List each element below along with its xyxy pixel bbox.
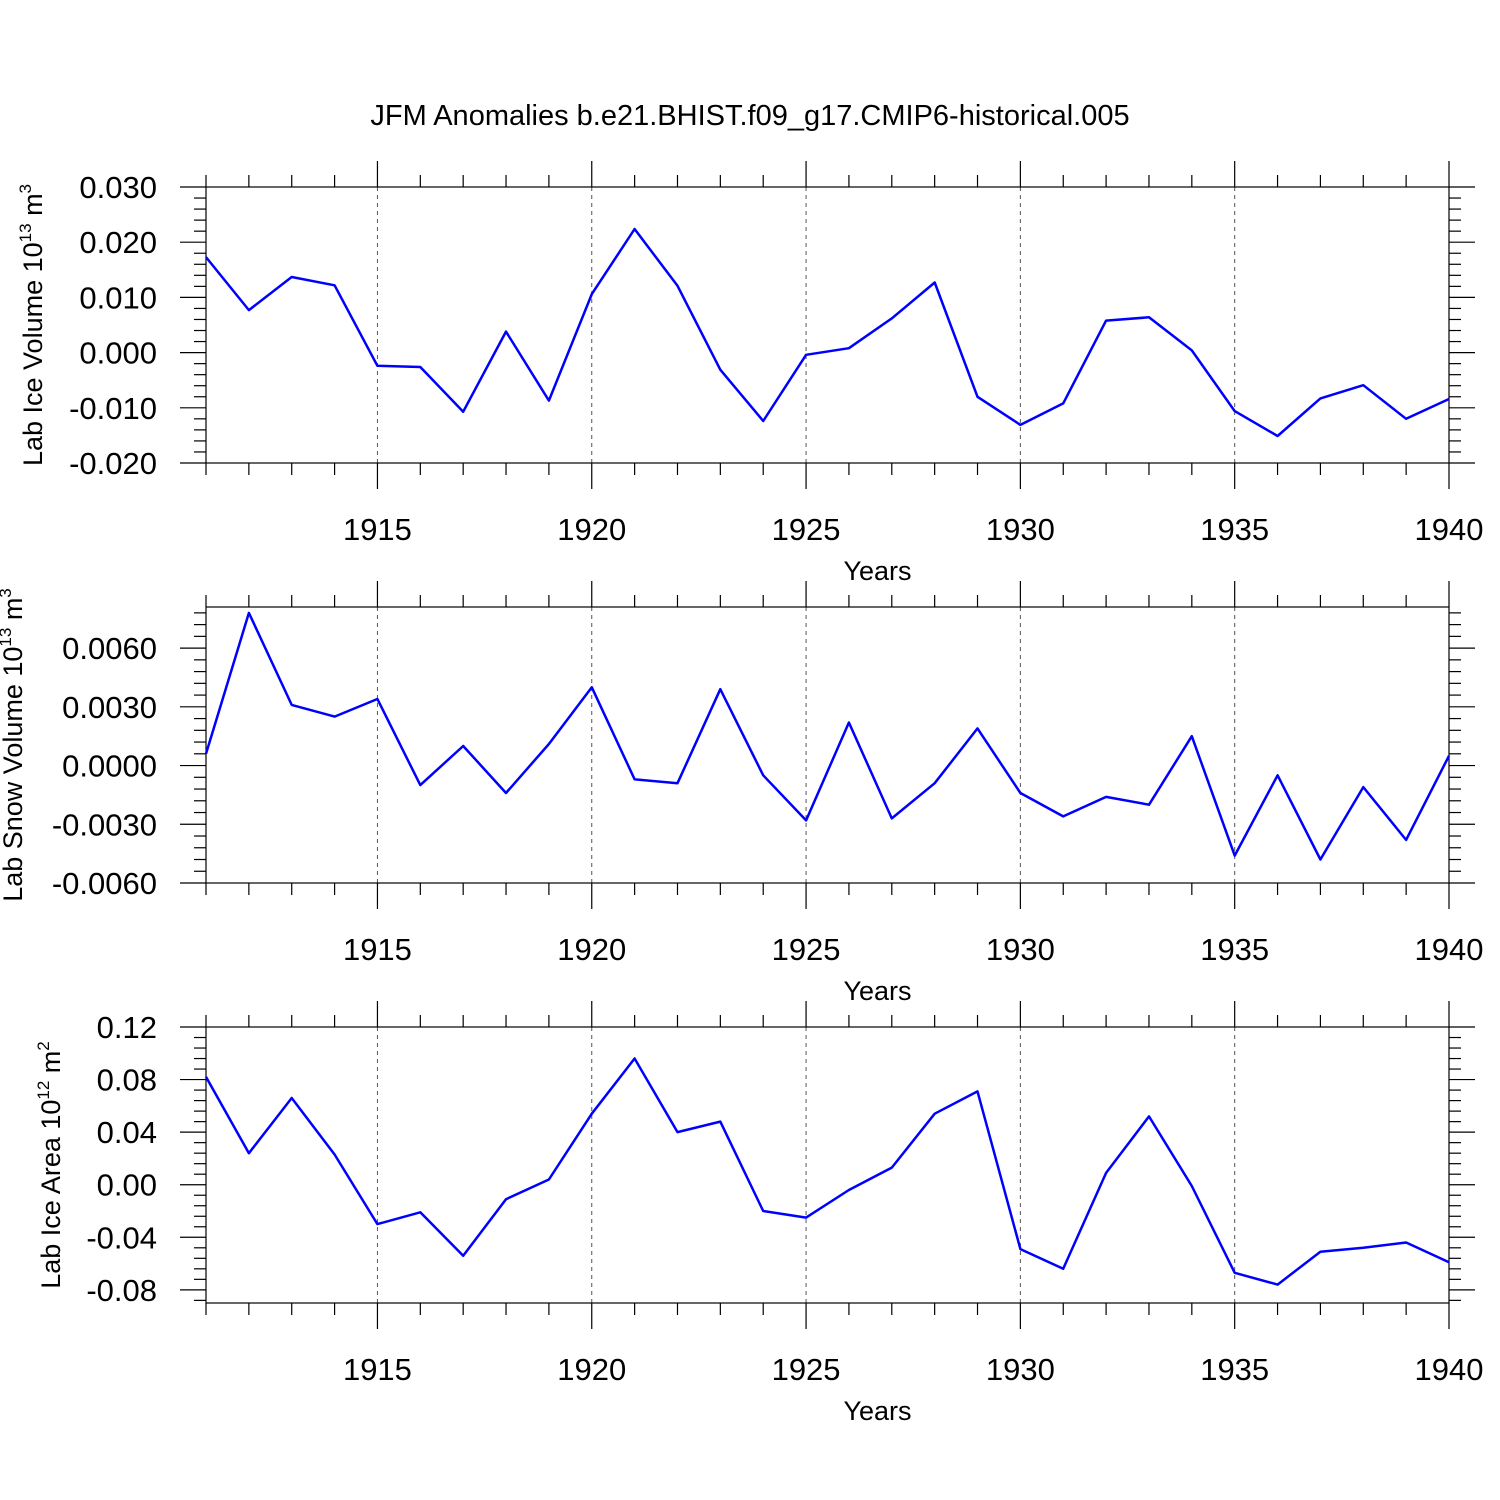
x-tick-label: 1915 [343,512,412,547]
x-tick-label: 1935 [1200,932,1269,967]
y-tick-label: 0.08 [97,1063,157,1098]
y-tick-label: 0.12 [97,1010,157,1045]
chart-panel-2: 1915 1920 1925 1930 1935 1940 Years -0.0060 -0.0… [0,581,1483,1006]
x-tick-label: 1940 [1415,512,1484,547]
y-tick-label: 0.00 [97,1168,157,1203]
y-axis-label: Lab Snow Volume 1013 m3 [0,588,28,902]
series-line [204,611,1451,861]
y-axis-label-part: m [0,598,28,628]
y-tick-label: 0.0030 [62,690,157,725]
y-axis-label-part: Lab Snow Volume 10 [0,647,28,902]
y-tick-label: -0.0060 [52,866,157,901]
series-line [204,1057,1450,1286]
y-tick-label: -0.020 [69,446,157,481]
y-axis-label: Lab Ice Area 1012 m2 [34,1041,66,1289]
x-tick-label: 1920 [557,512,626,547]
x-tick-label: 1930 [986,512,1055,547]
x-axis-label: Years [843,1396,911,1426]
x-axis-label: Years [843,556,911,586]
y-axis-label-superscript: 13 [16,223,35,242]
panels: 1915 1920 1925 1930 1935 1940 Years -0.020 -0.01… [0,161,1483,1426]
y-tick-label: 0.000 [79,336,157,371]
y-axis-label-part: Lab Ice Volume 10 [18,242,48,466]
y-axis-label-superscript: 12 [34,1081,53,1100]
y-axis-label-superscript: 13 [0,628,15,647]
x-tick-label: 1935 [1200,1352,1269,1387]
chart-panel-1: 1915 1920 1925 1930 1935 1940 Years -0.020 -0.01… [16,161,1483,586]
y-tick-label: 0.030 [79,170,157,205]
x-tick-label: 1920 [557,1352,626,1387]
y-tick-label: -0.04 [86,1220,157,1255]
x-tick-label: 1925 [772,512,841,547]
x-tick-label: 1920 [557,932,626,967]
y-tick-label: -0.08 [86,1273,157,1308]
y-axis-label-part: Lab Ice Area 10 [36,1100,66,1289]
y-axis-label-part: m [18,193,48,223]
plot-frame [205,606,1450,884]
y-tick-label: -0.010 [69,391,157,426]
y-axis-label-superscript: 3 [16,184,35,193]
x-tick-label: 1925 [772,1352,841,1387]
y-tick-label: 0.0060 [62,631,157,666]
y-tick-label: -0.0030 [52,807,157,842]
y-tick-label: 0.010 [79,280,157,315]
x-tick-label: 1930 [986,932,1055,967]
x-tick-label: 1915 [343,1352,412,1387]
y-axis-label-part: m [36,1051,66,1081]
x-tick-label: 1940 [1415,1352,1484,1387]
x-tick-label: 1915 [343,932,412,967]
y-tick-label: 0.04 [97,1115,157,1150]
y-axis-label-superscript: 2 [34,1041,53,1050]
x-tick-label: 1940 [1415,932,1484,967]
plot-frame [205,186,1450,464]
y-axis-label: Lab Ice Volume 1013 m3 [16,184,48,466]
plot-frame [205,1026,1450,1304]
figure-title: JFM Anomalies b.e21.BHIST.f09_g17.CMIP6-… [370,100,1129,132]
x-tick-label: 1930 [986,1352,1055,1387]
chart-panel-3: 1915 1920 1925 1930 1935 1940 Years -0.08 -0.04 0… [34,1001,1483,1426]
y-tick-label: 0.0000 [62,749,157,784]
x-tick-label: 1935 [1200,512,1269,547]
y-tick-label: 0.020 [79,225,157,260]
x-tick-label: 1925 [772,932,841,967]
y-axis-label-superscript: 3 [0,588,15,597]
x-axis-label: Years [843,976,911,1006]
series-line [205,227,1450,438]
